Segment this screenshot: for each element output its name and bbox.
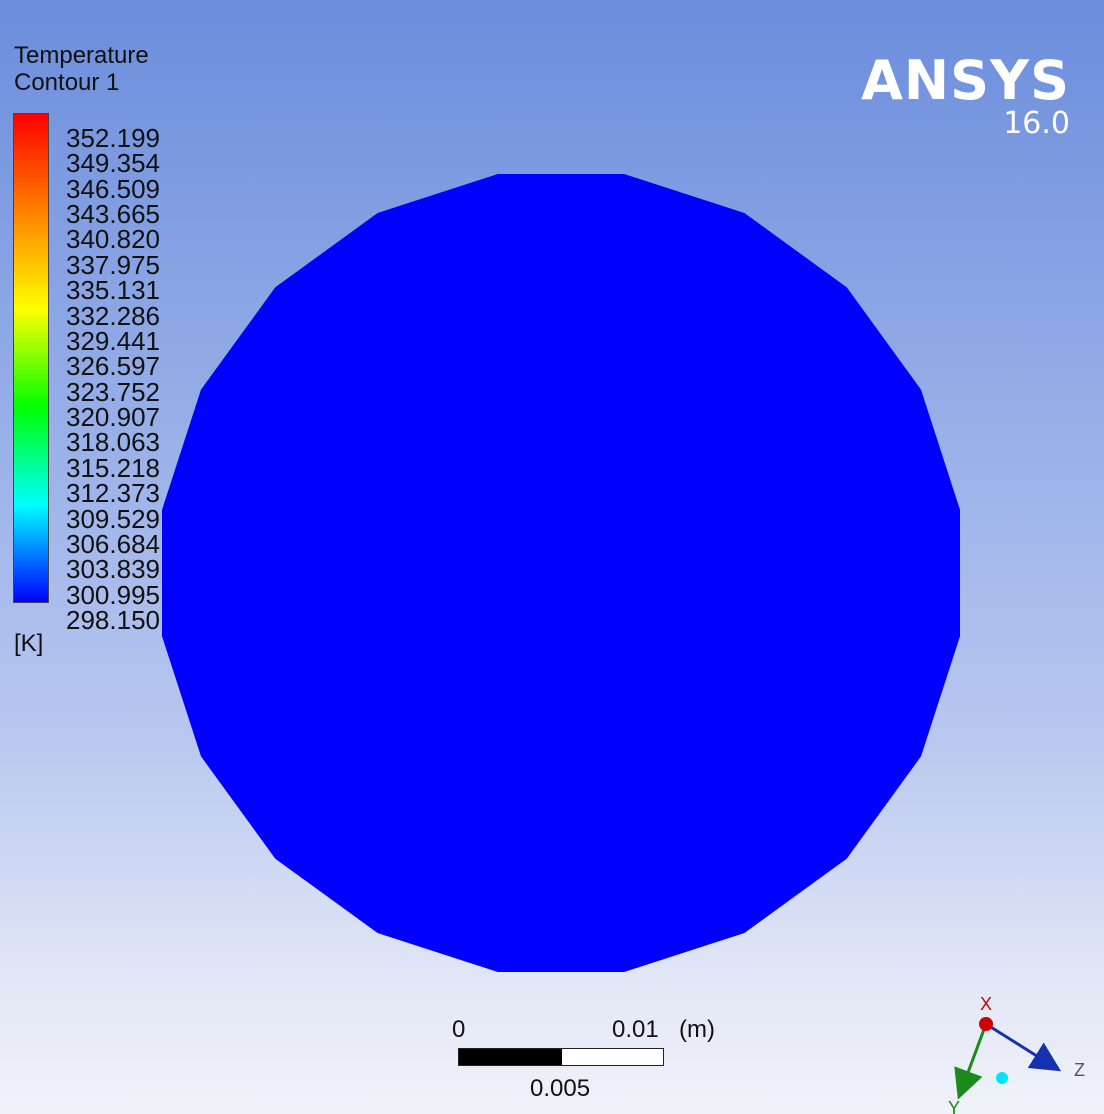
legend-title-contour: Contour 1	[14, 69, 120, 96]
axis-triad[interactable]: X Z Y	[940, 990, 1100, 1114]
ansys-logo: ANSYS 16.0	[861, 52, 1070, 140]
legend-label: 329.441	[66, 325, 160, 356]
legend-label: 323.752	[66, 376, 160, 407]
y-axis-label: Y	[948, 1098, 960, 1114]
legend-label: 343.665	[66, 199, 160, 230]
scale-label-end: 0.01	[612, 1016, 659, 1043]
legend-label: 318.063	[66, 427, 160, 458]
y-axis-arrow	[954, 1023, 988, 1100]
scale-unit: (m)	[679, 1016, 715, 1043]
domain-polygon	[162, 174, 960, 972]
z-axis-label: Z	[1074, 1060, 1085, 1080]
legend-label: 320.907	[66, 402, 160, 433]
legend-label: 312.373	[66, 478, 160, 509]
legend-title-variable: Temperature	[14, 42, 149, 69]
x-axis-point	[979, 1017, 993, 1031]
z-axis-arrow	[985, 1022, 1062, 1072]
logo-name: ANSYS	[861, 49, 1070, 112]
legend-label: 337.975	[66, 249, 160, 280]
legend-label: 335.131	[66, 275, 160, 306]
legend-label: 298.150	[66, 605, 160, 635]
legend-label: 340.820	[66, 224, 160, 255]
legend-label: 346.509	[66, 173, 160, 204]
legend-label: 326.597	[66, 351, 160, 382]
scale-label-start: 0	[452, 1016, 466, 1043]
legend-colorbar	[13, 113, 49, 603]
scale-bar	[458, 1048, 664, 1066]
legend-label: 349.354	[66, 148, 160, 179]
legend-label: 352.199	[66, 123, 160, 153]
legend-label: 309.529	[66, 503, 160, 534]
legend-unit: [K]	[14, 630, 44, 657]
legend-label: 300.995	[66, 579, 160, 610]
legend-label: 303.839	[66, 554, 160, 585]
logo-version: 16.0	[1003, 106, 1070, 141]
scale-bar-black-segment	[459, 1049, 562, 1065]
scale-label-mid: 0.005	[530, 1075, 591, 1102]
legend-label: 332.286	[66, 300, 160, 331]
legend-label: 306.684	[66, 528, 160, 559]
x-axis-label: X	[980, 994, 992, 1014]
triad-origin-sphere	[996, 1072, 1008, 1084]
legend-label: 315.218	[66, 452, 160, 483]
legend-title: Temperature Contour 1	[14, 42, 149, 96]
